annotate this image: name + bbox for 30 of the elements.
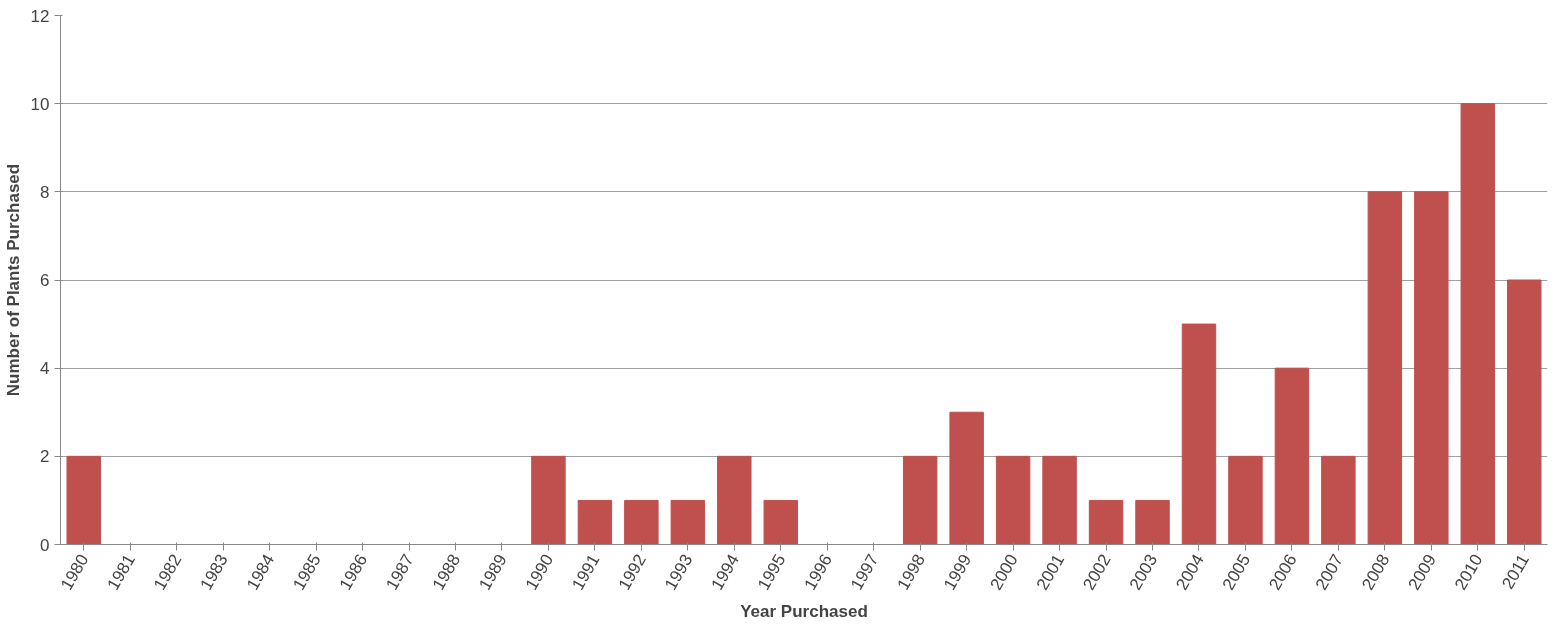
bar [1321,455,1356,545]
bar [717,455,752,545]
bar [624,499,659,545]
bar [1414,191,1449,545]
y-tick-label: 12 [30,6,50,26]
bar [1460,103,1496,545]
bar [1181,323,1217,545]
bar [1507,279,1542,545]
y-tick-label: 10 [30,94,50,114]
bar [1042,455,1077,545]
y-axis-title: Number of Plants Purchased [3,163,23,397]
bar [995,455,1031,545]
y-tick-label: 0 [40,535,50,555]
bar [670,499,706,545]
bar [66,455,101,545]
y-tick-label: 2 [40,447,50,467]
bar [531,455,566,545]
bar [1228,455,1263,545]
y-tick-label: 8 [40,182,50,202]
bar [949,411,984,545]
bar [1367,191,1403,545]
y-tick-label: 6 [40,271,50,290]
y-tick-label: 4 [40,359,50,379]
bar [1135,499,1170,545]
bar [902,455,938,545]
bar [763,499,798,545]
bar [577,499,613,545]
x-axis-title: Year Purchased [740,602,868,622]
bar [1274,367,1310,545]
bar [1088,499,1124,545]
